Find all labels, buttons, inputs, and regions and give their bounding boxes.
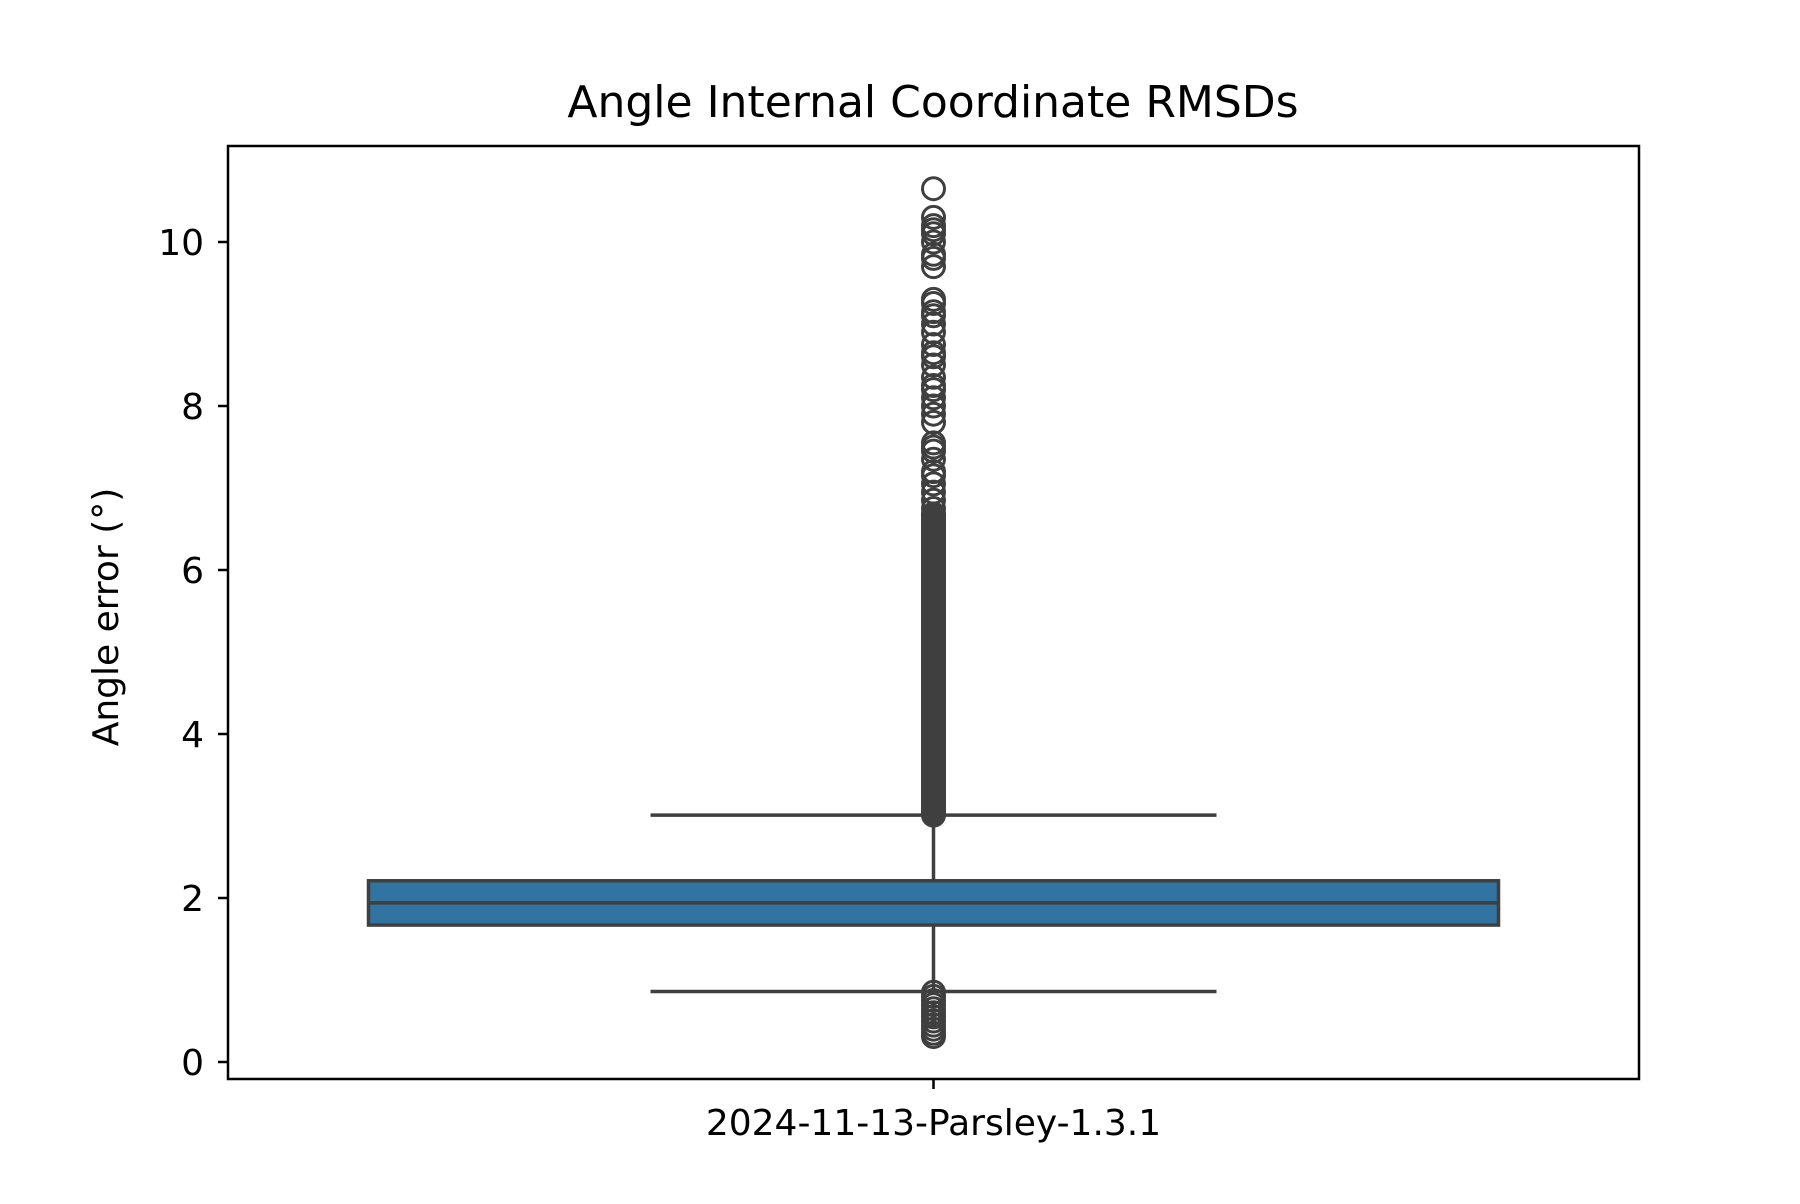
outlier-point — [921, 409, 946, 435]
outlier-point — [921, 299, 946, 325]
plot-area — [366, 176, 1501, 1050]
y-axis-label: Angle error (°) — [86, 488, 127, 747]
y-tick-label: 10 — [158, 223, 204, 264]
outlier-point — [921, 496, 946, 521]
axes: 2024-11-13-Parsley-1.3.1 0 2 4 6 8 10 — [158, 223, 1161, 1144]
outlier-point — [921, 487, 946, 513]
y-tick-label: 0 — [181, 1043, 204, 1084]
outlier-point — [921, 229, 946, 255]
y-tick-label: 4 — [181, 715, 204, 756]
outlier-point — [921, 286, 946, 312]
outlier-point — [921, 176, 946, 202]
y-tick-label: 2 — [181, 879, 204, 920]
outlier-point — [921, 471, 946, 497]
outlier-point — [921, 979, 946, 1005]
chart-title: Angle Internal Coordinate RMSDs — [567, 77, 1298, 128]
outlier-point — [921, 401, 946, 427]
outlier-point — [921, 204, 946, 230]
outlier-point — [921, 213, 946, 239]
y-tick-label: 8 — [181, 387, 204, 428]
y-tick-label: 6 — [181, 551, 204, 592]
outlier-point — [921, 446, 946, 472]
x-tick-label: 2024-11-13-Parsley-1.3.1 — [706, 1103, 1161, 1144]
outlier-point — [921, 254, 946, 280]
